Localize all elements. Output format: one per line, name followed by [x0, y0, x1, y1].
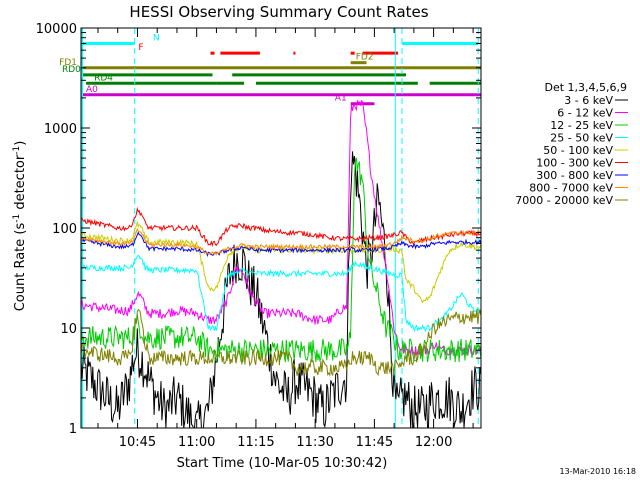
x-tick-label-3: 11:30 — [296, 435, 333, 450]
legend-label-8: 800 - 7000 keV — [529, 182, 613, 195]
legend-label-5: 50 - 100 keV — [543, 144, 613, 157]
y-tick-label-1: 10 — [60, 322, 77, 337]
x-tick-label-5: 12:00 — [415, 435, 452, 450]
legend-label-6: 100 - 300 keV — [536, 157, 613, 170]
y-axis-label-end: ) — [13, 141, 28, 146]
series-line-8 — [80, 227, 482, 256]
y-tick-label-0: 1 — [69, 422, 77, 437]
flag-label-fd2: FD2 — [356, 53, 374, 63]
y-axis-label-main: Count Rate (s — [13, 223, 28, 312]
series-line-9 — [80, 308, 482, 377]
y-tick-label-3: 1000 — [44, 122, 77, 137]
series-line-5 — [80, 221, 482, 304]
y-axis-label-exp2: -1 — [12, 146, 22, 155]
series-line-3 — [80, 157, 482, 363]
flag-label-f: F — [138, 43, 143, 53]
plot-frame — [80, 27, 482, 429]
y-tick-label-4: 10000 — [36, 22, 77, 37]
legend-label-1: 3 - 6 keV — [564, 94, 613, 107]
chart-title: HESSI Observing Summary Count Rates — [129, 3, 428, 21]
series-line-2 — [80, 99, 482, 357]
series-line-1 — [80, 151, 482, 429]
y-axis-label-mid: detector — [13, 154, 28, 214]
flag-label-n: N — [153, 33, 160, 43]
footer-date: 13-Mar-2010 16:18 — [560, 467, 637, 476]
y-axis-label: Count Rate (s-1 detector-1) — [12, 141, 28, 312]
series-line-6 — [80, 206, 481, 247]
legend-label-2: 6 - 12 keV — [557, 107, 613, 120]
x-tick-label-2: 11:15 — [237, 435, 274, 450]
flag-label-a1: A1 — [335, 94, 347, 104]
x-tick-label-4: 11:45 — [356, 435, 393, 450]
legend-label-7: 300 - 800 keV — [536, 169, 613, 182]
flag-label-a0: A0 — [86, 85, 98, 95]
flag-bars: NF FD1 FD2 RD0 RD4 A0 A1 — [59, 33, 481, 106]
x-tick-label-0: 10:45 — [119, 435, 156, 450]
x-tick-label-1: 11:00 — [178, 435, 215, 450]
x-axis-label: Start Time (10-Mar-05 10:30:42) — [177, 456, 388, 471]
y-axis: 1 10 100 1000 10000 — [36, 22, 481, 437]
legend-title: Det 1,3,4,5,6,9 — [544, 81, 627, 94]
legend-label-9: 7000 - 20000 keV — [515, 194, 613, 207]
y-tick-label-2: 100 — [52, 222, 77, 237]
flag-label-rd0: RD0 — [62, 65, 81, 75]
y-axis-label-exp1: -1 — [12, 214, 22, 223]
x-axis: 10:45 11:00 11:15 11:30 11:45 12:00 — [97, 28, 474, 450]
legend-label-3: 12 - 25 keV — [550, 119, 613, 132]
series-line-4 — [80, 254, 482, 333]
flag-label-rd4: RD4 — [94, 73, 113, 83]
plot-series — [80, 99, 482, 429]
series-line-7 — [80, 231, 482, 258]
flag-label-fd1: FD1 — [59, 58, 77, 68]
legend-label-4: 25 - 50 keV — [550, 132, 613, 145]
